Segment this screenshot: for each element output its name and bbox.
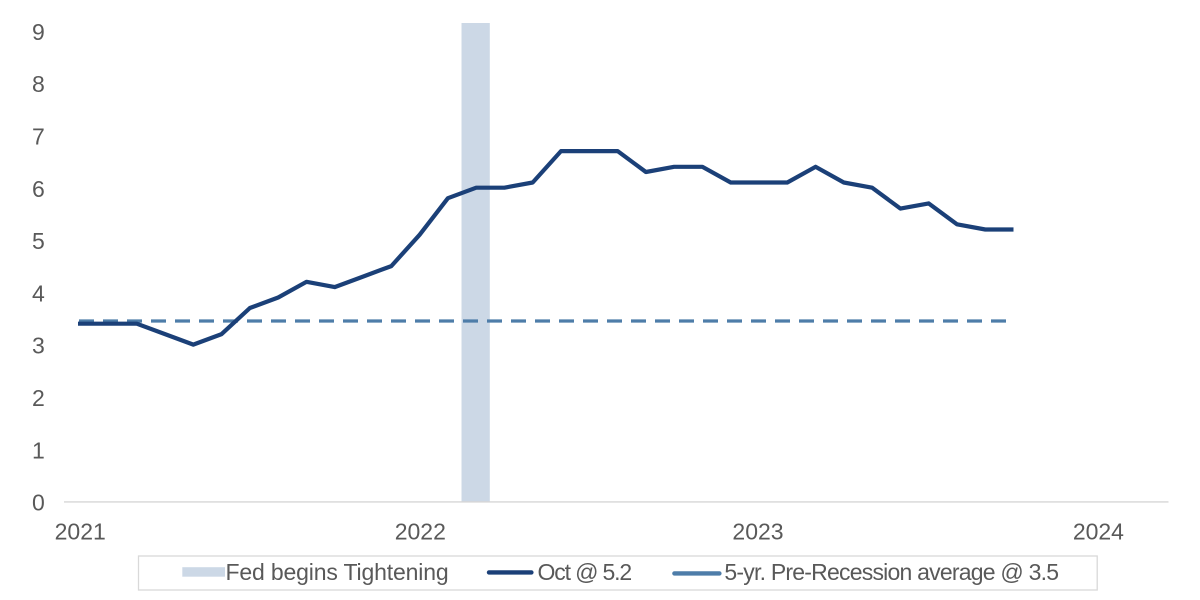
svg-text:2024: 2024 [1073, 519, 1124, 545]
svg-text:4: 4 [32, 280, 45, 306]
svg-text:1: 1 [32, 437, 45, 463]
svg-text:2: 2 [32, 385, 45, 411]
svg-text:7: 7 [32, 124, 45, 150]
svg-text:2023: 2023 [732, 519, 783, 545]
svg-text:6: 6 [32, 176, 45, 202]
svg-text:5: 5 [32, 228, 45, 254]
svg-text:Oct @ 5.2: Oct @ 5.2 [538, 559, 632, 585]
svg-text:2021: 2021 [55, 519, 106, 545]
svg-text:2022: 2022 [395, 519, 446, 545]
svg-text:9: 9 [32, 19, 45, 45]
svg-text:8: 8 [32, 71, 45, 97]
svg-text:5-yr. Pre-Recession average @: 5-yr. Pre-Recession average @ 3.5 [724, 559, 1058, 585]
svg-text:3: 3 [32, 333, 45, 359]
svg-text:0: 0 [32, 490, 45, 516]
svg-text:Fed begins Tightening: Fed begins Tightening [226, 559, 449, 585]
